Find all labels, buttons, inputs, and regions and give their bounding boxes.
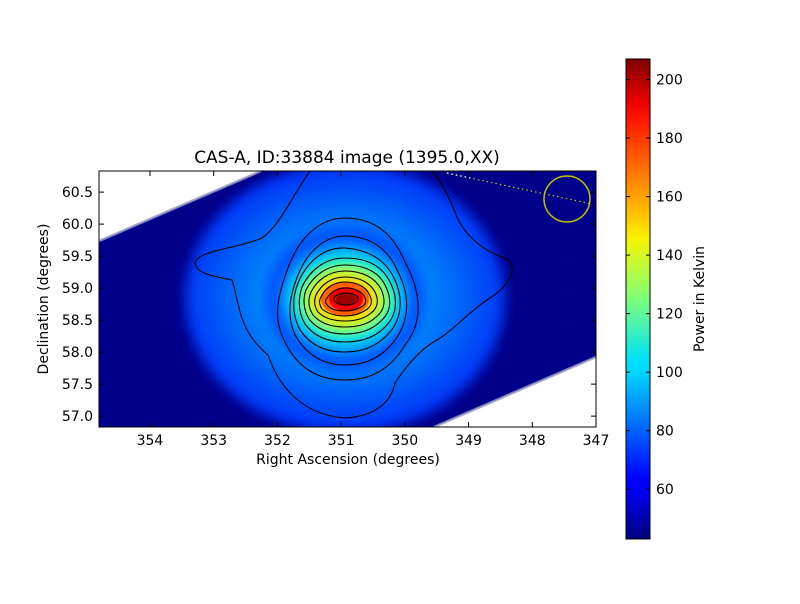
x-tick-label: 350 bbox=[391, 433, 418, 449]
contour-lines bbox=[194, 171, 513, 419]
colorbar-tick-label: 80 bbox=[656, 424, 674, 440]
colorbar-tick-label: 140 bbox=[656, 248, 683, 264]
colorbar-tick-label: 60 bbox=[656, 482, 674, 498]
y-tick-label: 57.5 bbox=[62, 377, 93, 393]
y-tick-label: 59.0 bbox=[62, 281, 93, 297]
colorbar-tick-label: 200 bbox=[656, 72, 683, 88]
plot-frame bbox=[98, 170, 597, 428]
y-tick-label: 58.5 bbox=[62, 313, 93, 329]
x-tick-label: 349 bbox=[455, 433, 482, 449]
x-tick-label: 352 bbox=[264, 433, 291, 449]
x-tick-label: 354 bbox=[137, 433, 164, 449]
heatmap-image bbox=[99, 171, 596, 427]
colorbar-frame bbox=[625, 58, 651, 540]
colorbar-tick-label: 180 bbox=[656, 131, 683, 147]
x-axis-ticks: 354 353 352 351 350 349 348 347 bbox=[137, 171, 610, 449]
y-tick-label: 57.0 bbox=[62, 409, 93, 425]
y-tick-label: 60.5 bbox=[62, 185, 93, 201]
plot-area bbox=[98, 170, 597, 428]
colorbar-label: Power in Kelvin bbox=[692, 246, 708, 352]
x-tick-label: 347 bbox=[583, 433, 610, 449]
x-tick-label: 348 bbox=[519, 433, 546, 449]
colorbar-gradient bbox=[626, 59, 650, 539]
colorbar-ticks: 60 80 100 120 140 160 180 200 bbox=[626, 72, 683, 498]
colorbar-tick-label: 120 bbox=[656, 307, 683, 323]
y-axis-ticks: 57.0 57.5 58.0 58.5 59.0 59.5 60.0 60.5 bbox=[62, 185, 596, 425]
colorbar-tick-label: 100 bbox=[656, 365, 683, 381]
chart-title: CAS-A, ID:33884 image (1395.0,XX) bbox=[194, 148, 500, 168]
x-tick-label: 353 bbox=[200, 433, 227, 449]
y-tick-label: 60.0 bbox=[62, 217, 93, 233]
x-tick-label: 351 bbox=[328, 433, 355, 449]
colorbar: 60 80 100 120 140 160 180 200 Power in Kelvin bbox=[625, 58, 708, 540]
beam-circle-marker bbox=[446, 172, 593, 223]
x-axis-label: Right Ascension (degrees) bbox=[256, 452, 440, 468]
y-axis-label: Declination (degrees) bbox=[36, 224, 52, 375]
y-tick-label: 58.0 bbox=[62, 345, 93, 361]
y-tick-label: 59.5 bbox=[62, 249, 93, 265]
colorbar-tick-label: 160 bbox=[656, 190, 683, 206]
